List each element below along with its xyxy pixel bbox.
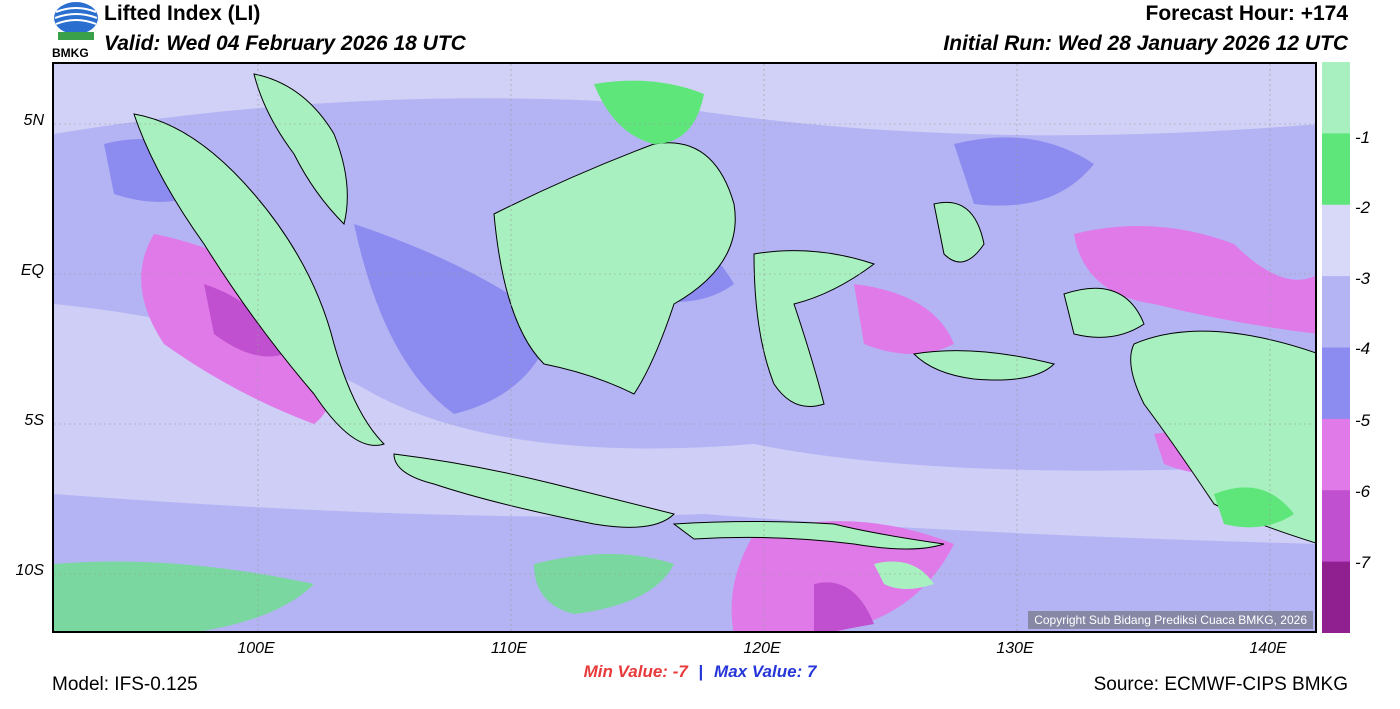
y-tick-label: 5S (24, 412, 44, 429)
min-value: -7 (672, 662, 688, 681)
source-label: Source: ECMWF-CIPS BMKG (1093, 674, 1348, 695)
colorbar-segment (1322, 490, 1350, 563)
colorbar-segment (1322, 347, 1350, 420)
map-title: Lifted Index (LI) (104, 2, 261, 25)
max-value: 7 (806, 662, 817, 681)
min-max-values: Min Value: -7 | Max Value: 7 (0, 662, 1400, 682)
bmkg-logo-text: BMKG (52, 46, 89, 60)
x-tick-label: 120E (743, 640, 781, 657)
colorbar-label: -1 (1355, 128, 1371, 147)
colorbar-segment (1322, 276, 1350, 349)
colorbar-segment (1322, 133, 1350, 206)
colorbar-segment (1322, 418, 1350, 491)
y-tick-label: EQ (20, 262, 44, 279)
map-canvas (54, 64, 1315, 631)
colorbar (1322, 62, 1350, 634)
copyright-notice: Copyright Sub Bidang Prediksi Cuaca BMKG… (1028, 611, 1313, 629)
valid-time: Valid: Wed 04 February 2026 18 UTC (104, 32, 466, 55)
bmkg-logo (52, 0, 100, 60)
x-tick-label: 110E (490, 640, 528, 657)
x-tick-label: 100E (237, 640, 275, 657)
max-value-label: Max Value: (714, 662, 803, 681)
min-value-label: Min Value: (583, 662, 668, 681)
colorbar-label: -2 (1355, 198, 1371, 217)
separator: | (698, 662, 704, 681)
x-tick-label: 140E (1249, 640, 1287, 657)
colorbar-label: -4 (1355, 339, 1371, 358)
colorbar-label: -6 (1355, 482, 1371, 501)
colorbar-label: -7 (1355, 553, 1371, 572)
colorbar-label: -5 (1355, 411, 1371, 430)
initial-run: Initial Run: Wed 28 January 2026 12 UTC (943, 32, 1348, 55)
lifted-index-map: Copyright Sub Bidang Prediksi Cuaca BMKG… (52, 62, 1317, 633)
colorbar-segment (1322, 561, 1350, 634)
x-tick-label: 130E (996, 640, 1034, 657)
colorbar-segment (1322, 204, 1350, 277)
colorbar-segment (1322, 62, 1350, 134)
model-label: Model: IFS-0.125 (52, 674, 198, 695)
forecast-hour: Forecast Hour: +174 (1145, 2, 1349, 25)
colorbar-label: -3 (1355, 269, 1371, 288)
y-tick-label: 5N (23, 112, 44, 129)
y-tick-label: 10S (15, 562, 44, 579)
